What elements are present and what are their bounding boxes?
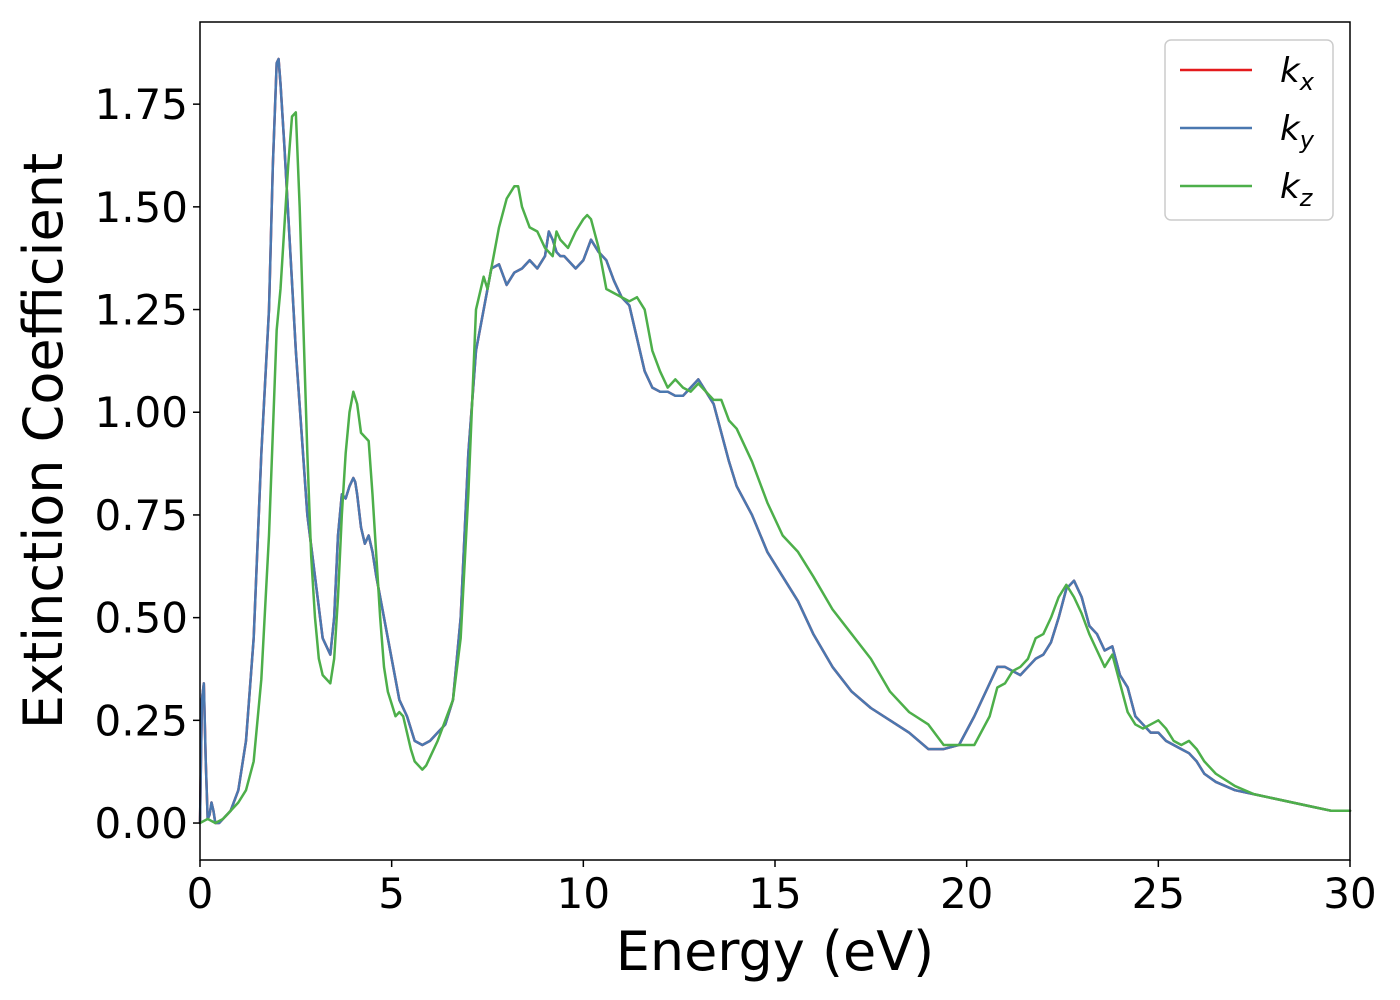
x-tick-label: 0 bbox=[187, 869, 214, 918]
series-layer bbox=[198, 57, 1352, 825]
series-line-y bbox=[198, 57, 1352, 825]
y-tick-label: 1.25 bbox=[94, 286, 188, 335]
x-tick-label: 30 bbox=[1323, 869, 1376, 918]
y-axis-title: Extinction Coefficient bbox=[12, 153, 75, 729]
y-tick-label: 1.50 bbox=[94, 183, 188, 232]
y-tick-label: 0.00 bbox=[94, 799, 188, 848]
y-tick-label: 1.00 bbox=[94, 388, 188, 437]
legend-label-y: ky bbox=[1280, 109, 1315, 154]
x-tick-label: 5 bbox=[378, 869, 405, 918]
y-tick-label: 0.75 bbox=[94, 491, 188, 540]
y-tick-label: 0.50 bbox=[94, 594, 188, 643]
y-tick-label: 0.25 bbox=[94, 696, 188, 745]
legend: kx ky kz bbox=[1164, 39, 1334, 221]
x-tick-label: 10 bbox=[557, 869, 610, 918]
x-axis-title: Energy (eV) bbox=[616, 920, 935, 983]
y-tick-label: 1.75 bbox=[94, 80, 188, 129]
y-axis: 0.00 0.25 0.50 0.75 1.00 1.25 1.50 1.75 bbox=[94, 80, 200, 848]
legend-label-x: kx bbox=[1280, 51, 1315, 96]
x-tick-label: 15 bbox=[748, 869, 801, 918]
x-tick-label: 25 bbox=[1132, 869, 1185, 918]
legend-box bbox=[1164, 39, 1334, 221]
legend-label-z: kz bbox=[1280, 167, 1314, 212]
series-line-z bbox=[198, 111, 1352, 825]
x-axis: 0 5 10 15 20 25 30 bbox=[187, 860, 1377, 918]
x-tick-label: 20 bbox=[940, 869, 993, 918]
